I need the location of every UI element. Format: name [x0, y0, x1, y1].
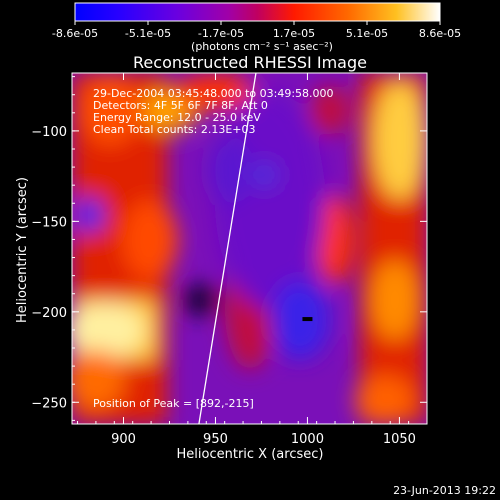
peak-marker: [302, 317, 313, 322]
solar-limb-line: [198, 73, 257, 424]
x-tick-label: 900: [111, 432, 136, 447]
y-tick-label: −250: [31, 396, 67, 411]
info-line-time: 29-Dec-2004 03:45:48.000 to 03:49:58.000: [93, 87, 334, 100]
y-axis: −100 −150 −200 −250: [31, 76, 427, 421]
colorbar-tick-label: 8.6e-05: [419, 27, 461, 40]
x-axis-label: Heliocentric X (arcsec): [177, 447, 324, 462]
colorbar-tick-label: -1.7e-05: [198, 27, 244, 40]
y-tick-label: −200: [31, 306, 67, 321]
info-line-detectors: Detectors: 4F 5F 6F 7F 8F, Att 0: [93, 99, 268, 112]
colorbar: [75, 3, 440, 21]
x-tick-label: 1000: [291, 432, 324, 447]
timestamp: 23-Jun-2013 19:22: [393, 484, 496, 497]
colorbar-tick-label: -8.6e-05: [52, 27, 98, 40]
colorbar-tick-label: -5.1e-05: [125, 27, 171, 40]
info-line-energy: Energy Range: 12.0 - 25.0 keV: [93, 111, 261, 124]
y-axis-label: Heliocentric Y (arcsec): [15, 177, 30, 323]
colorbar-unit-label: (photons cm⁻² s⁻¹ asec⁻²): [191, 40, 333, 53]
chart-title: Reconstructed RHESSI Image: [133, 53, 367, 72]
info-line-counts: Clean Total counts: 2.13E+03: [93, 123, 256, 136]
y-tick-label: −100: [31, 125, 67, 140]
x-tick-label: 950: [203, 432, 228, 447]
x-axis: 900 950 1000 1050: [77, 73, 428, 447]
colorbar-tick-label: 5.1e-05: [346, 27, 388, 40]
peak-position-label: Position of Peak = [892,-215]: [93, 397, 254, 410]
heatmap-image: [72, 73, 427, 424]
colorbar-tick-label: 1.7e-05: [273, 27, 315, 40]
plot-frame: [71, 72, 428, 425]
y-tick-label: −150: [31, 215, 67, 230]
x-tick-label: 1050: [383, 432, 416, 447]
colorbar-ticks: -8.6e-05 -5.1e-05 -1.7e-05 1.7e-05 5.1e-05 8.…: [52, 21, 461, 40]
